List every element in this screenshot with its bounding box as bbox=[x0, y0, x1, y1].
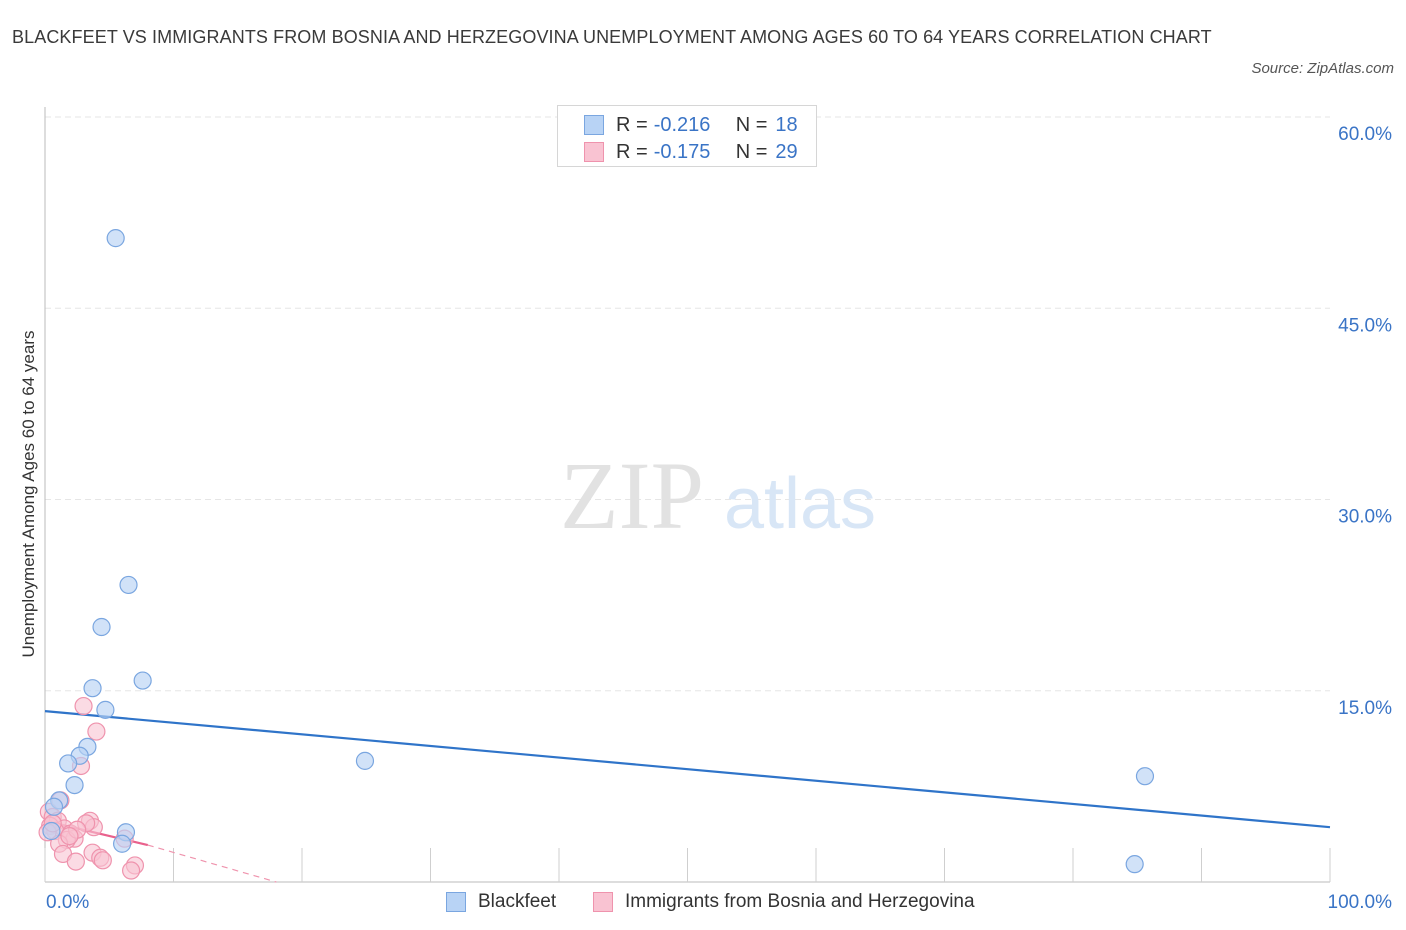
n-value: 18 bbox=[775, 113, 798, 136]
y-axis-label: Unemployment Among Ages 60 to 64 years bbox=[19, 331, 38, 658]
blackfeet-trend-line bbox=[44, 710, 1331, 829]
series-legend-label: Immigrants from Bosnia and Herzegovina bbox=[625, 891, 975, 912]
pink-swatch-icon bbox=[593, 892, 613, 912]
n-label: N = bbox=[735, 140, 768, 163]
blackfeet-point bbox=[119, 575, 138, 595]
blackfeet-point bbox=[112, 834, 132, 853]
grid-lines bbox=[45, 116, 1330, 692]
series-legend-label: Blackfeet bbox=[478, 891, 557, 912]
r-label: R = bbox=[616, 113, 648, 136]
x-tick-label: 100.0% bbox=[1328, 892, 1393, 913]
blackfeet-point bbox=[59, 754, 78, 773]
r-value: -0.175 bbox=[653, 140, 711, 163]
r-value: -0.216 bbox=[653, 113, 711, 136]
y-tick-label: 45.0% bbox=[1338, 315, 1392, 336]
x-tick-label: 0.0% bbox=[46, 892, 89, 913]
blackfeet-point bbox=[83, 679, 102, 698]
watermark-zip: ZIP bbox=[560, 442, 704, 549]
y-tick-label: 60.0% bbox=[1338, 124, 1392, 145]
n-label: N = bbox=[735, 113, 768, 136]
watermark-atlas: atlas bbox=[724, 464, 876, 544]
blue-swatch-icon bbox=[446, 892, 466, 912]
blackfeet-point bbox=[65, 775, 84, 795]
immigrants-point bbox=[66, 852, 85, 871]
blackfeet-point bbox=[42, 821, 61, 841]
source-label: Source: ZipAtlas.com bbox=[1251, 60, 1394, 77]
blackfeet-point bbox=[106, 229, 125, 248]
blackfeet-point bbox=[1135, 767, 1155, 786]
pink-swatch-icon bbox=[584, 142, 604, 162]
n-value: 29 bbox=[775, 140, 798, 163]
blackfeet-point bbox=[96, 700, 115, 719]
axes bbox=[44, 107, 1331, 883]
stats-legend: R = -0.216 N = 18 R = -0.175 N = 29 bbox=[557, 105, 817, 167]
blue-swatch-icon bbox=[584, 115, 604, 135]
series-legend-blackfeet: Blackfeet bbox=[446, 888, 556, 916]
stats-legend-row-blackfeet: R = -0.216 N = 18 bbox=[584, 112, 798, 138]
immigrants-point bbox=[60, 826, 79, 846]
data-points bbox=[38, 229, 1155, 880]
tick-labels: 15.0% 30.0% 45.0% 60.0% 0.0% 100.0% bbox=[46, 124, 1392, 913]
immigrants-point bbox=[74, 696, 93, 716]
blackfeet-point bbox=[44, 797, 64, 816]
chart-title: BLACKFEET VS IMMIGRANTS FROM BOSNIA AND … bbox=[12, 27, 1212, 47]
immigrants-trend-extension bbox=[147, 844, 277, 883]
blackfeet-point bbox=[92, 617, 111, 637]
blackfeet-point bbox=[1125, 855, 1144, 874]
immigrants-point bbox=[121, 861, 141, 880]
series-legend-immigrants: Immigrants from Bosnia and Herzegovina bbox=[593, 888, 975, 916]
y-tick-label: 30.0% bbox=[1338, 507, 1392, 528]
blackfeet-point bbox=[355, 751, 375, 770]
blackfeet-point bbox=[133, 671, 152, 690]
r-label: R = bbox=[616, 140, 648, 163]
immigrants-point bbox=[87, 722, 106, 741]
y-tick-label: 15.0% bbox=[1338, 698, 1392, 719]
immigrants-point bbox=[93, 851, 112, 870]
stats-legend-row-immigrants: R = -0.175 N = 29 bbox=[584, 139, 798, 165]
